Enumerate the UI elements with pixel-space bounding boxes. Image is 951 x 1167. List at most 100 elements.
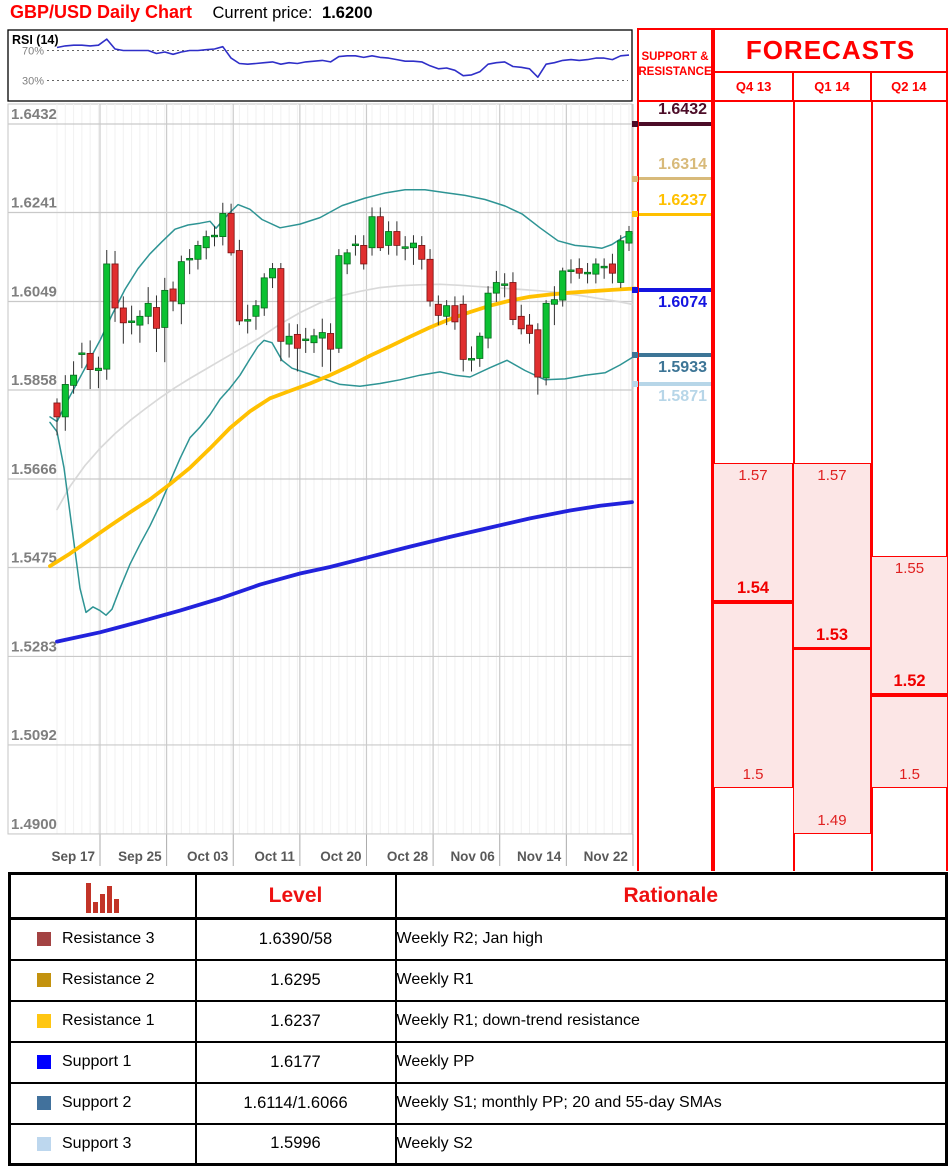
level-color-marker <box>37 1014 51 1028</box>
current-price: Current price: 1.6200 <box>213 4 373 22</box>
bar-chart-icon <box>12 879 194 913</box>
rsi-line <box>56 38 630 78</box>
level-name: Resistance 2 <box>62 971 155 988</box>
rationale-cell: Weekly S2 <box>394 1122 948 1166</box>
forecast-low-label: 1.49 <box>817 811 847 829</box>
x-axis-label: Oct 03 <box>187 849 229 864</box>
rsi-70-label: 70% <box>22 46 44 58</box>
candle-up <box>584 271 592 275</box>
sr-level-label: 1.6314 <box>658 156 707 174</box>
x-axis-label: Nov 14 <box>517 849 562 864</box>
candle-down <box>459 303 467 360</box>
candle-up <box>318 332 326 339</box>
candle-up <box>401 246 409 249</box>
candle-up <box>443 305 451 317</box>
x-axis-label: Sep 25 <box>118 849 162 864</box>
sr-level-label: 1.6237 <box>658 191 707 209</box>
page-header: GBP/USD Daily Chart Current price: 1.620… <box>10 2 630 28</box>
rationale-cell: Weekly PP <box>394 1040 948 1084</box>
level-value-cell: 1.6177 <box>194 1040 397 1084</box>
sr-header-line1: SUPPORT & <box>641 51 709 64</box>
level-color-marker <box>37 1055 51 1069</box>
candle-up <box>567 269 575 272</box>
bar-chart-icon-bar <box>100 894 106 913</box>
candle-down <box>526 324 534 334</box>
table-row: Resistance 2 1.6295 Weekly R1 <box>8 958 948 1002</box>
candle-up <box>385 231 393 246</box>
sr-level-marker <box>632 211 638 218</box>
candle-down <box>152 307 160 329</box>
candle-down <box>517 315 525 330</box>
level-name-cell: Resistance 2 <box>12 971 194 989</box>
forecast-low-label: 1.5 <box>742 765 764 783</box>
level-name: Support 2 <box>62 1094 132 1111</box>
forecast-quarter-header: Q2 14 <box>869 73 946 100</box>
candle-up <box>550 299 558 305</box>
candle-down <box>451 305 459 323</box>
level-name-td: Resistance 1 <box>8 999 197 1043</box>
sr-level-line <box>639 287 711 292</box>
levels-table: Level Rationale Resistance 3 1.6390/58 Wee… <box>8 872 948 1166</box>
sr-level-marker <box>632 380 638 387</box>
candle-up <box>186 257 194 261</box>
x-axis-label: Nov 22 <box>584 849 628 864</box>
y-axis-label: 1.6432 <box>11 106 57 123</box>
y-axis-label: 1.6241 <box>11 195 57 212</box>
sr-level-line <box>639 382 711 386</box>
candle-up <box>484 292 492 339</box>
forecast-quarter-header: Q4 13 <box>735 79 772 94</box>
forecast-central-label: 1.54 <box>736 579 770 598</box>
forecast-high-label: 1.57 <box>817 467 847 485</box>
candle-up <box>194 245 202 260</box>
y-axis-label: 1.5666 <box>11 461 57 478</box>
forecast-central-label: 1.52 <box>893 671 926 690</box>
candle-up <box>617 240 625 283</box>
level-name: Support 1 <box>62 1053 132 1070</box>
candle-up <box>600 265 608 269</box>
candle-down <box>434 303 442 316</box>
level-name-td: Support 3 <box>8 1122 197 1166</box>
candle-up <box>343 252 351 265</box>
candle-down <box>575 268 583 274</box>
forecast-column-border <box>871 102 873 871</box>
candle-up <box>70 374 78 386</box>
x-axis-label: Sep 17 <box>51 849 95 864</box>
candle-down <box>86 352 94 371</box>
level-name-cell: Resistance 1 <box>12 1012 194 1030</box>
bollinger-lower-line <box>49 339 633 616</box>
page-title: GBP/USD Daily Chart <box>10 2 193 22</box>
sr-level-marker <box>632 286 638 293</box>
candle-down <box>509 282 517 320</box>
sr-level-marker <box>632 352 638 359</box>
candle-up <box>476 335 484 359</box>
rationale-cell: Weekly R1 <box>394 958 948 1002</box>
level-name-cell: Support 1 <box>12 1053 194 1071</box>
level-color-marker <box>37 932 51 947</box>
candle-up <box>368 216 376 249</box>
forecast-central-label: 1.53 <box>815 625 849 644</box>
candle-up <box>351 243 359 247</box>
candle-up <box>492 282 500 294</box>
main-chart: Sep 17 Sep 25 Oct 03 Oct 11 Oct 20 Oct 28 Nov … <box>7 29 637 866</box>
candle-up <box>219 213 227 238</box>
rationale-cell: Weekly S1; monthly PP; 20 and 55-day SMA… <box>394 1081 948 1125</box>
level-value-cell: 1.6114/1.6066 <box>194 1081 397 1125</box>
level-value-cell: 1.6390/58 <box>194 917 397 961</box>
level-name-td: Resistance 3 <box>8 917 197 961</box>
level-name-cell: Support 2 <box>12 1094 194 1112</box>
candle-up <box>136 315 144 326</box>
forecasts-quarter-headers: Q4 13 Q1 14 Q2 14 <box>713 73 948 102</box>
support-resistance-column: SUPPORT & RESISTANCE 1.6432 1.6314 1.6237 1… <box>632 28 713 871</box>
candle-down <box>608 263 616 274</box>
candle-up <box>260 277 268 309</box>
rationale-cell: Weekly R1; down-trend resistance <box>394 999 948 1043</box>
sr-level-line <box>639 177 711 181</box>
x-axis-label: Oct 28 <box>387 849 429 864</box>
y-axis-label: 1.5858 <box>11 372 57 389</box>
level-value-cell: 1.6295 <box>194 958 397 1002</box>
plot-area <box>7 103 633 835</box>
level-color-marker <box>37 1136 51 1151</box>
candle-down <box>293 333 301 349</box>
level-name-td: Support 2 <box>8 1081 197 1125</box>
